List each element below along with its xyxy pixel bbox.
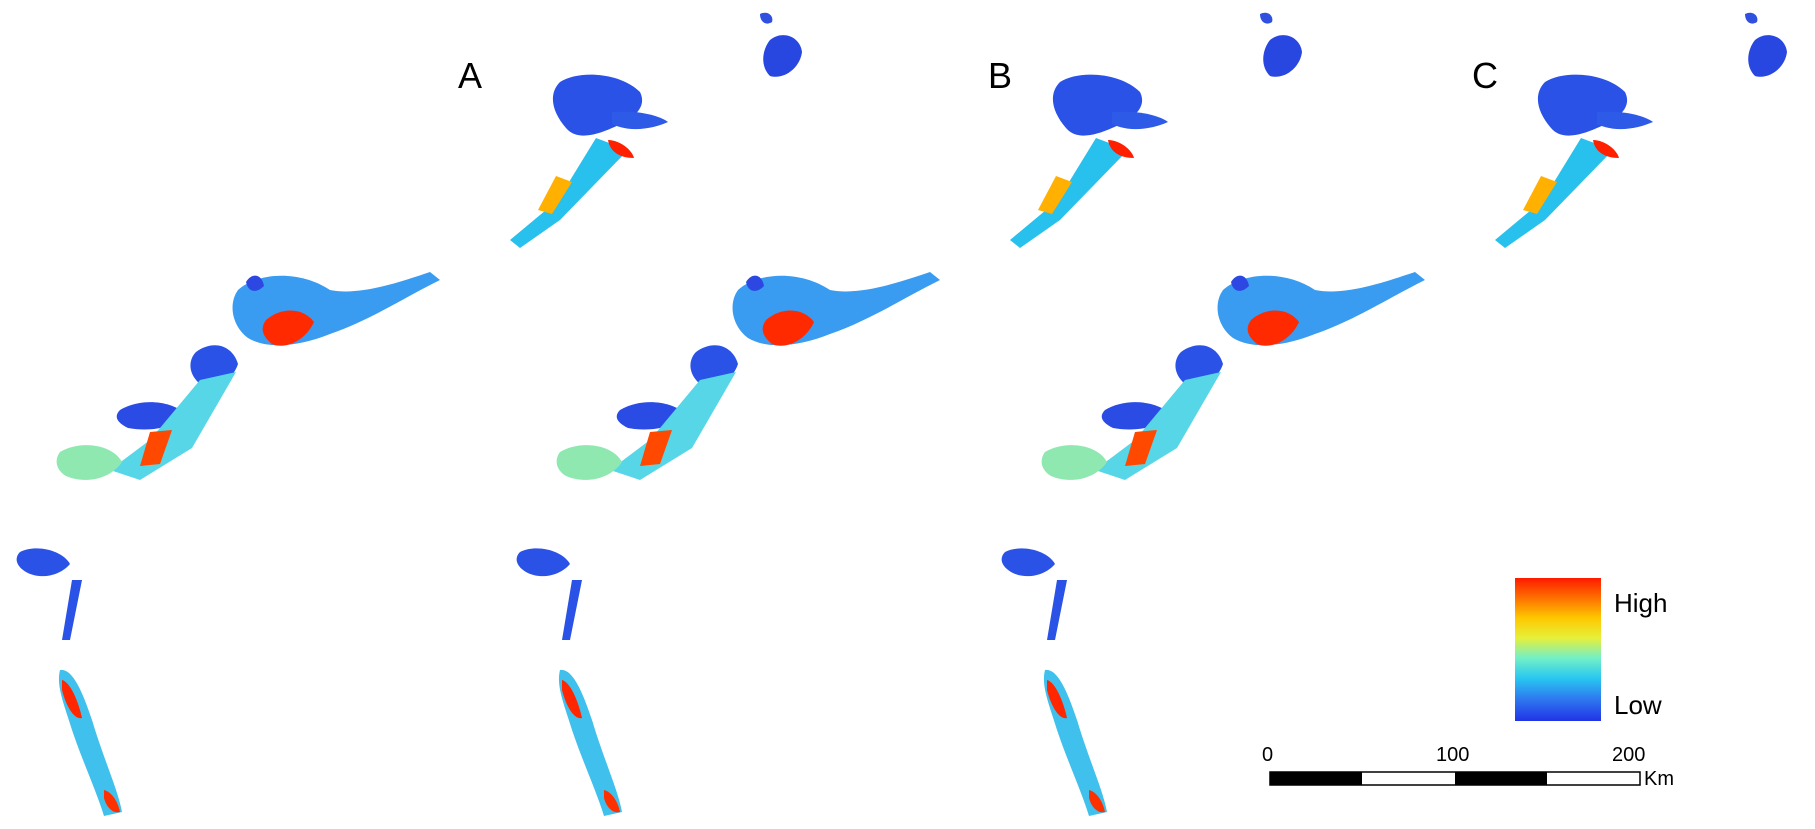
- panel-label-c: C: [1472, 55, 1498, 96]
- scale-unit: Km: [1644, 768, 1674, 790]
- scale-tick-200: 200: [1612, 744, 1646, 766]
- legend-high-label: High: [1614, 588, 1668, 618]
- panel-label-b: B: [988, 55, 1013, 96]
- scale-tick-100: 100: [1436, 744, 1470, 766]
- legend-color-ramp: [1515, 578, 1601, 721]
- legend-low-label: Low: [1614, 690, 1662, 720]
- scale-tick-0: 0: [1262, 744, 1274, 766]
- panel-label-a: A: [458, 55, 483, 96]
